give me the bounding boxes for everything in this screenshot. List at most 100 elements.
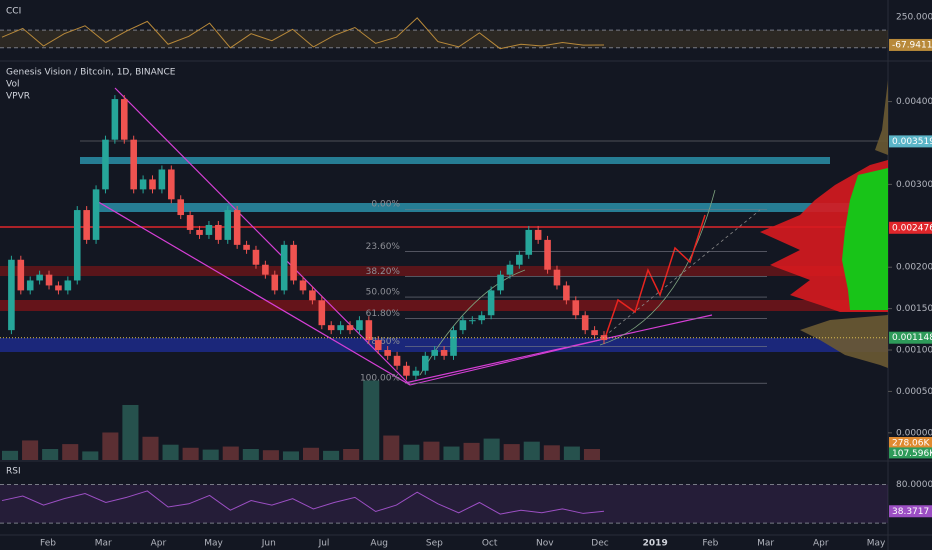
candle xyxy=(497,274,504,291)
price-marker xyxy=(889,331,932,344)
rsi-last-label: 38.3717 xyxy=(892,507,929,517)
candle xyxy=(168,169,175,200)
candle xyxy=(280,244,288,291)
x-tick-label: Apr xyxy=(813,539,829,549)
volume-bar xyxy=(563,446,580,460)
candle xyxy=(365,320,373,341)
x-tick-label: Sep xyxy=(426,539,443,549)
volume-marker xyxy=(889,447,932,459)
candle xyxy=(384,350,391,356)
x-tick-label: 2019 xyxy=(643,539,668,549)
volume-bar xyxy=(2,450,19,460)
volume-marker xyxy=(889,437,932,448)
volume-bar xyxy=(523,441,540,460)
x-tick-label: Mar xyxy=(757,539,774,549)
candle xyxy=(149,179,156,190)
candle xyxy=(525,229,533,255)
candle xyxy=(215,224,222,240)
indicator-label: Vol xyxy=(6,80,19,90)
volume-bar xyxy=(182,447,199,460)
x-tick-label: Nov xyxy=(536,539,554,549)
y-tick-label: 0.0005000 xyxy=(896,387,932,397)
volume-bar xyxy=(463,442,480,460)
candle xyxy=(224,210,232,240)
price-marker-label: 0.0035192 xyxy=(892,137,932,147)
price-marker-label: 0.0011488 xyxy=(892,333,932,343)
y-tick-label: 0.0020000 xyxy=(896,263,932,273)
candle xyxy=(478,315,486,321)
x-tick-label: May xyxy=(204,539,223,549)
volume-bar xyxy=(483,438,500,460)
candle xyxy=(92,189,100,240)
x-tick-label: Jul xyxy=(318,539,330,549)
fib-label: 100.00% xyxy=(360,374,400,384)
cci-tick-label: 250.0000 xyxy=(896,12,932,22)
candle xyxy=(318,300,326,326)
volume-marker-label: 107.596K xyxy=(892,449,932,459)
candle xyxy=(158,169,166,190)
zones xyxy=(0,140,888,352)
volume-bar xyxy=(303,447,320,460)
cci-last-label: -67.9411 xyxy=(892,40,932,50)
candle xyxy=(17,259,25,291)
candle xyxy=(290,244,297,281)
volume-bar xyxy=(543,445,560,460)
candle xyxy=(196,229,203,235)
candle xyxy=(591,330,598,336)
price-marker xyxy=(889,221,932,234)
volume-bar xyxy=(162,444,179,460)
volume-marker-label: 278.06K xyxy=(892,439,930,449)
symbol-title: Genesis Vision / Bitcoin, 1D, BINANCE xyxy=(6,68,176,78)
fib-label: 23.60% xyxy=(366,242,401,252)
volume-bar xyxy=(403,444,420,460)
candle xyxy=(186,215,194,230)
candle xyxy=(459,320,467,331)
price-marker-label: 0.0024761 xyxy=(892,223,932,233)
candle xyxy=(309,290,316,301)
volume-bar xyxy=(282,451,299,460)
candle xyxy=(421,355,429,371)
candle xyxy=(73,210,81,281)
candle xyxy=(26,280,34,291)
candle xyxy=(553,269,561,286)
candle xyxy=(36,274,43,281)
candle xyxy=(111,99,119,140)
volume-bar xyxy=(82,451,99,460)
x-tick-label: Aug xyxy=(370,539,388,549)
candle xyxy=(516,254,523,265)
rsi-last-marker xyxy=(889,505,932,518)
candle xyxy=(8,259,15,331)
candle xyxy=(120,99,128,140)
candle xyxy=(450,330,457,356)
volume-bar xyxy=(583,448,600,460)
indicator-label: VPVR xyxy=(6,92,30,102)
candle xyxy=(83,210,90,240)
candle xyxy=(346,325,354,331)
volume-bar xyxy=(443,446,460,460)
candle xyxy=(271,274,279,291)
candle xyxy=(506,264,514,275)
fib-label: 61.80% xyxy=(366,309,401,319)
rsi-line xyxy=(1,490,605,515)
volume-bar xyxy=(242,448,259,460)
volume-bar xyxy=(423,441,440,460)
x-tick-label: Apr xyxy=(151,539,167,549)
fib-label: 0.00% xyxy=(371,200,400,210)
candle xyxy=(487,290,495,316)
candle xyxy=(102,139,109,190)
rsi-title: RSI xyxy=(6,467,21,477)
volume-bar xyxy=(62,444,79,460)
candle xyxy=(431,350,438,356)
candle xyxy=(563,285,570,301)
cci-band xyxy=(0,30,888,48)
volume-bar xyxy=(383,435,400,460)
fib-label: 50.00% xyxy=(366,288,401,298)
candle xyxy=(45,274,53,286)
candle xyxy=(55,285,62,291)
candle xyxy=(139,179,147,190)
candle xyxy=(534,229,542,240)
candle xyxy=(544,239,551,270)
y-tick-label: 0.0030000 xyxy=(896,180,932,190)
x-tick-label: Feb xyxy=(40,539,56,549)
